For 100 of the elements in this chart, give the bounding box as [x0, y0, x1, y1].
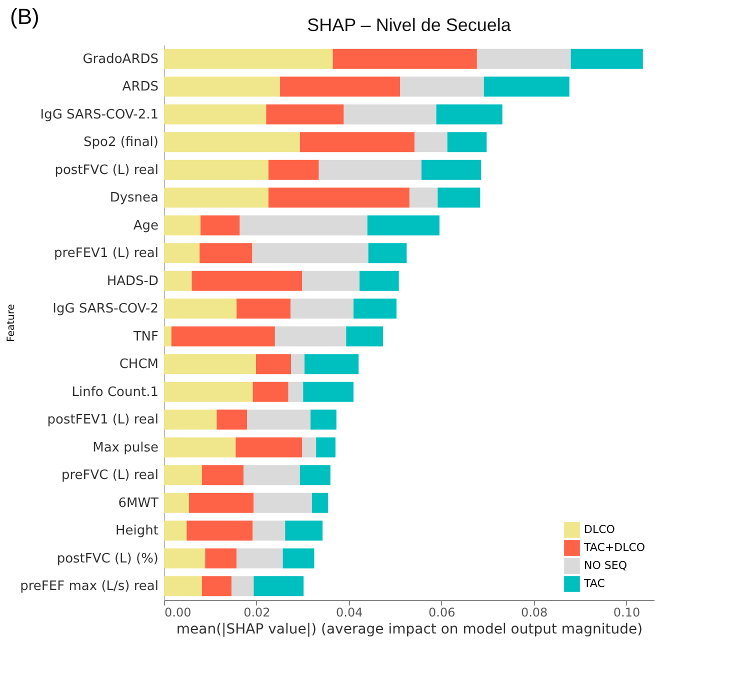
text: (B) [10, 4, 40, 30]
bar [164, 410, 217, 430]
bar [312, 492, 328, 513]
bar [302, 437, 316, 458]
y-tick-label: Linfo Count.1 [72, 384, 158, 400]
legend-label: DLCO [584, 523, 616, 536]
bar [252, 382, 288, 402]
bar [164, 270, 192, 291]
x-tick-label: 0.06 [428, 606, 456, 620]
bar [164, 48, 333, 69]
y-tick-label: ARDS [122, 80, 158, 95]
bar [367, 215, 440, 236]
y-tick-label: postFEV1 (L) real [47, 412, 158, 428]
y-tick-label: preFEV1 (L) real [54, 246, 158, 262]
bar [205, 548, 237, 568]
bar [200, 215, 240, 236]
y-tick-label: IgG SARS-COV-2.1 [40, 107, 158, 122]
bar [164, 188, 268, 208]
bar [236, 298, 291, 319]
y-tick-label: Spo2 (final) [83, 135, 158, 150]
bar [192, 270, 302, 291]
x-tick-label: 0.04 [336, 606, 363, 620]
bar [202, 576, 232, 596]
bar [360, 270, 399, 291]
bar [318, 160, 422, 180]
y-axis-title: Feature [6, 304, 18, 342]
bar [266, 104, 344, 124]
bar [268, 160, 319, 180]
bar [164, 354, 256, 374]
y-tick-label: HADS-D [106, 274, 158, 289]
bar [476, 48, 571, 69]
bar [368, 243, 407, 264]
x-tick-label: 0.10 [613, 606, 640, 620]
y-tick-label: Height [116, 524, 158, 539]
bar [400, 76, 484, 97]
bar [302, 270, 360, 291]
x-tick-label: 0.08 [520, 606, 548, 620]
bar [447, 132, 487, 152]
legend-label: NO SEQ [584, 559, 628, 572]
y-tick-label: postFVC (L) (%) [56, 551, 158, 566]
y-tick-label: 6MWT [118, 496, 159, 511]
y-tick-label: Age [133, 218, 158, 234]
bar [484, 76, 570, 97]
bar [288, 382, 304, 402]
bar [291, 354, 305, 374]
y-tick-label: IgG SARS-COV-2 [52, 302, 158, 317]
legend-label: TAC [583, 577, 606, 590]
bar [285, 520, 323, 541]
bar [256, 354, 292, 374]
bar [247, 410, 311, 430]
bar [414, 132, 448, 152]
bar [344, 104, 436, 124]
bar [332, 48, 477, 69]
bar [409, 188, 438, 208]
bar [254, 492, 312, 513]
bar [252, 520, 286, 541]
x-axis-title: mean(|SHAP value|) (average impact on model output magnitude) [176, 622, 643, 638]
bar [252, 243, 368, 264]
y-tick-label: Dysnea [110, 190, 158, 206]
bar [186, 520, 253, 541]
y-tick-label: postFVC (L) real [54, 162, 158, 178]
bar [282, 548, 314, 568]
bar [188, 492, 254, 513]
bar [164, 437, 236, 458]
bar [436, 104, 502, 124]
bar [164, 160, 268, 180]
bar [354, 298, 397, 319]
bar [300, 465, 330, 486]
bar [202, 465, 244, 486]
y-tick-label: preFVC (L) real [61, 468, 158, 484]
bar [164, 215, 201, 236]
bar [171, 326, 275, 346]
y-tick-label: TNF [132, 329, 158, 344]
bar [200, 243, 252, 264]
bar [164, 548, 206, 568]
bar [346, 326, 384, 346]
bar [240, 215, 368, 236]
bar [421, 160, 482, 180]
x-tick-label: 0.00 [164, 606, 192, 620]
bar [164, 243, 200, 264]
bar [164, 382, 253, 402]
x-tick-label: 0.02 [244, 606, 270, 620]
bar [300, 132, 415, 152]
bar [244, 465, 300, 486]
bar [231, 576, 254, 596]
bar [236, 437, 302, 458]
bar [164, 326, 172, 346]
bar [280, 76, 400, 97]
bar [570, 48, 643, 69]
chart-title: SHAP – Nivel de Secuela [307, 15, 512, 35]
bar [164, 576, 202, 596]
bar [438, 188, 480, 208]
bar [216, 410, 248, 430]
bar [304, 354, 359, 374]
legend-label: TAC+DLCO [583, 541, 646, 554]
bar [164, 520, 187, 541]
bar [316, 437, 336, 458]
y-tick-label: preFEF max (L/s) real [20, 579, 158, 594]
y-tick-label: Max pulse [92, 440, 158, 456]
y-tick-label: GradoARDS [82, 52, 158, 67]
